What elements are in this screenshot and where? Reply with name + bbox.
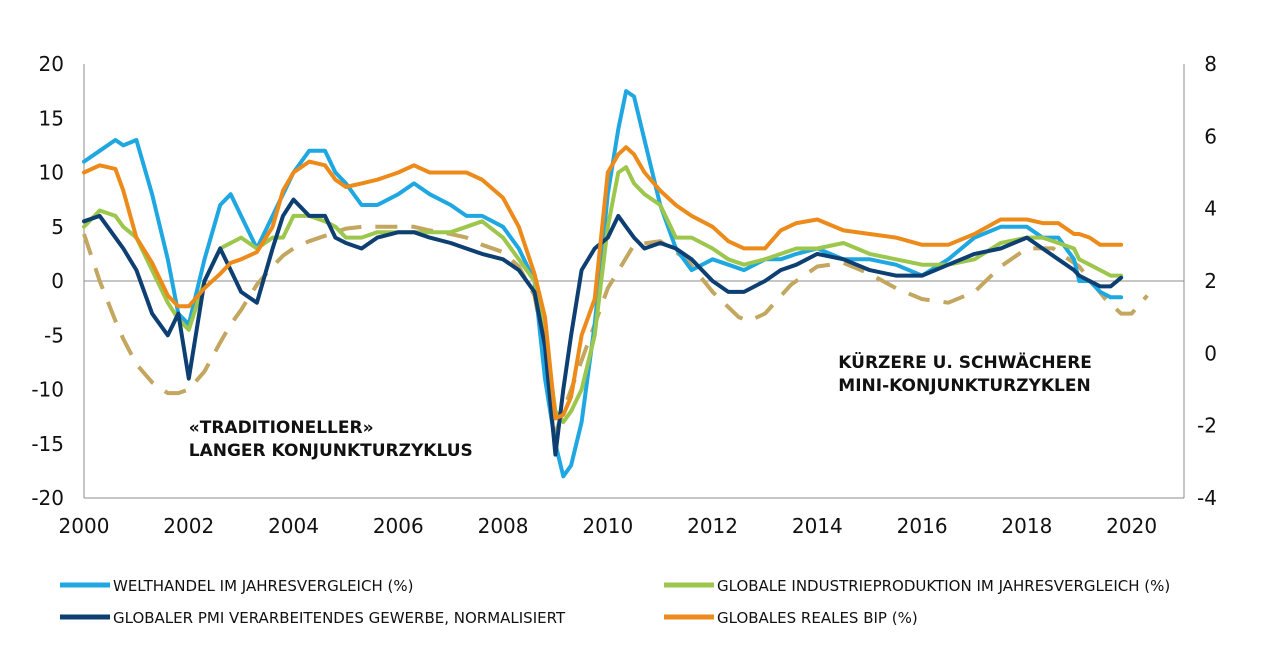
y-left-tick-label: 20 <box>39 52 64 76</box>
chart-series-lines <box>82 89 1149 479</box>
x-tick-label: 2008 <box>478 514 529 538</box>
y-right-tick-label: 6 <box>1204 124 1217 148</box>
y-left-tick-label: -10 <box>31 378 64 402</box>
x-tick-label: 2010 <box>582 514 633 538</box>
y-right-tick-label: -4 <box>1197 486 1217 510</box>
annotation-0-line-1: LANGER KONJUNKTURZYKLUS <box>189 441 473 461</box>
y-right-tick-label: 0 <box>1204 341 1217 365</box>
x-tick-label: 2020 <box>1106 514 1157 538</box>
x-tick-label: 2016 <box>897 514 948 538</box>
y-left-tick-label: -20 <box>31 486 64 510</box>
x-tick-label: 2000 <box>59 514 110 538</box>
chart-annotations: «TRADITIONELLER» LANGER KONJUNKTURZYKLUS K… <box>189 351 1092 461</box>
x-tick-label: 2004 <box>268 514 319 538</box>
legend-label: WELTHANDEL IM JAHRESVERGLEICH (%) <box>113 577 413 595</box>
y-left-tick-label: -5 <box>44 323 64 347</box>
x-tick-label: 2006 <box>373 514 424 538</box>
series-line-4 <box>82 224 1149 435</box>
series-line-2 <box>82 197 1124 457</box>
y-left-tick-label: 0 <box>51 269 64 293</box>
annotation-1-line-1: MINI-KONJUNKTURZYKLEN <box>838 376 1090 396</box>
annotation-0-line-0: «TRADITIONELLER» <box>189 418 374 438</box>
legend-label: GLOBALE INDUSTRIEPRODUKTION IM JAHRESVER… <box>717 577 1170 595</box>
chart-legend: WELTHANDEL IM JAHRESVERGLEICH (%) GLOBALE… <box>60 577 1170 627</box>
annotation-1-line-0: KÜRZERE U. SCHWÄCHERE <box>838 351 1092 373</box>
y-left-tick-label: -15 <box>31 432 64 456</box>
series-line-3 <box>82 145 1124 421</box>
x-tick-label: 2014 <box>792 514 843 538</box>
chart-axes <box>83 64 1185 499</box>
y-left-tick-label: 5 <box>51 215 64 239</box>
x-tick-label: 2012 <box>687 514 738 538</box>
chart-tick-labels: 2000 2002 2004 2006 2008 2010 2012 2014 2016 2018… <box>31 52 1217 538</box>
legend-label: GLOBALER PMI VERARBEITENDES GEWERBE, NOR… <box>113 609 566 627</box>
y-left-tick-label: 15 <box>39 106 64 130</box>
y-right-tick-label: 2 <box>1204 269 1217 293</box>
x-tick-label: 2018 <box>1001 514 1052 538</box>
y-right-tick-label: -2 <box>1197 414 1217 438</box>
legend-label: GLOBALES REALES BIP (%) <box>717 609 918 627</box>
y-right-tick-label: 4 <box>1204 197 1217 221</box>
y-right-tick-label: 8 <box>1204 52 1217 76</box>
y-left-tick-label: 10 <box>39 161 64 185</box>
x-tick-label: 2002 <box>163 514 214 538</box>
series-line-1 <box>82 165 1124 425</box>
